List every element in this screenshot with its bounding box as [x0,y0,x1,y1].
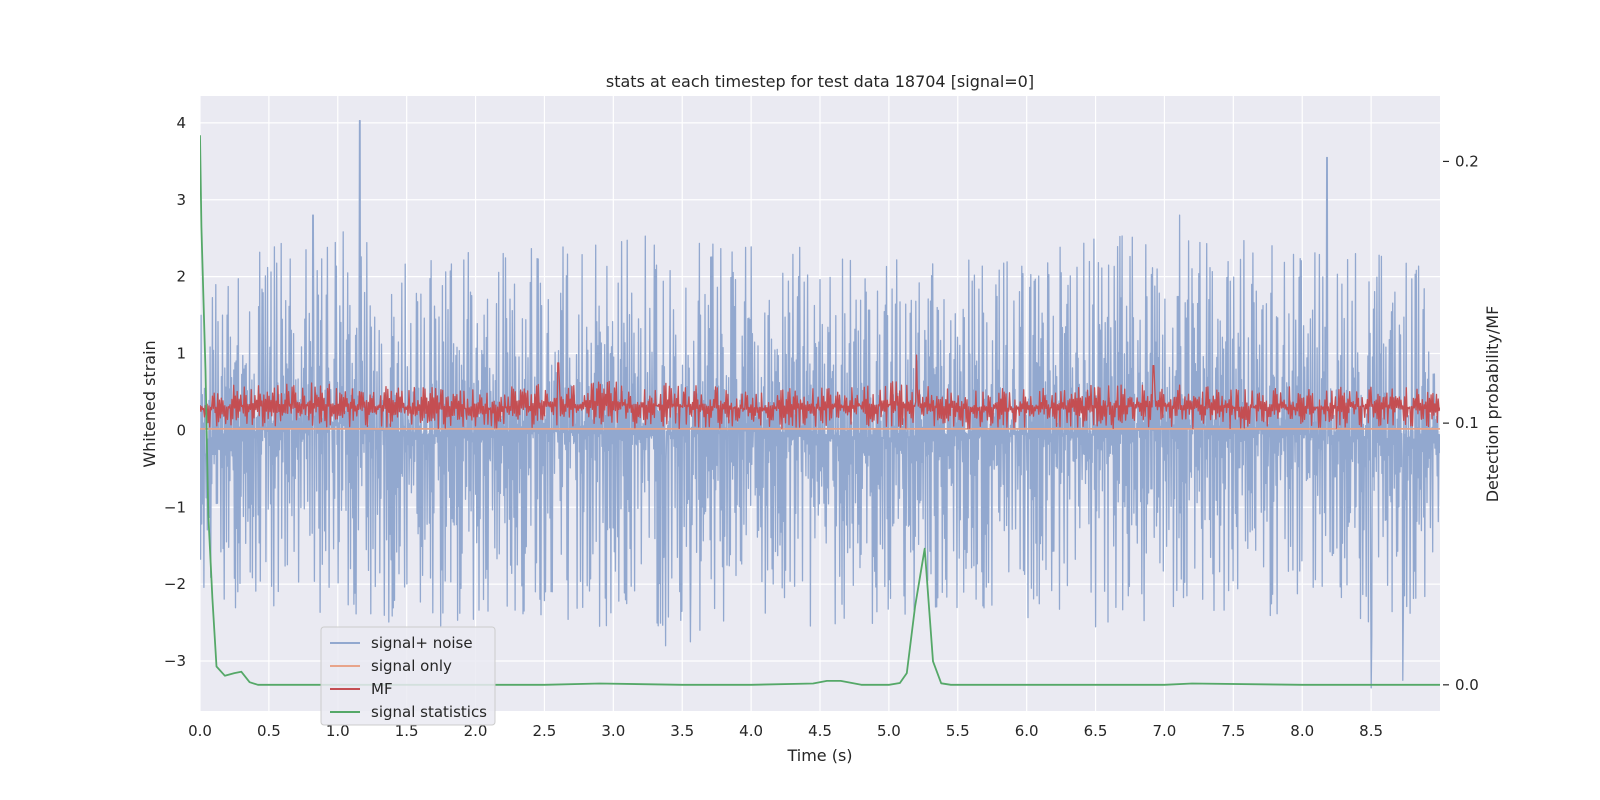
legend-label-signal-statistics: signal statistics [371,703,487,721]
x-tick-label: 7.0 [1153,722,1177,740]
y-tick-label: 1 [176,345,186,363]
y-tick-label: 0 [176,421,186,439]
chart-title: stats at each timestep for test data 187… [606,72,1034,91]
legend-box [320,626,496,726]
x-tick-label: 1.0 [326,722,350,740]
y-axis-label: Whitened strain [140,340,159,467]
y-tick-label: −1 [164,498,186,516]
y-tick-label: −3 [164,652,186,670]
x-axis-label: Time (s) [786,746,852,765]
x-tick-label: 6.5 [1084,722,1108,740]
y2-tick-label: 0.0 [1455,676,1479,694]
x-tick-label: 5.5 [946,722,970,740]
series-line-signal-statistics [200,135,1440,686]
y-tick-label: 3 [176,191,186,209]
x-tick-label: 3.0 [601,722,625,740]
x-tick-label: 4.5 [808,722,832,740]
legend-items: signal+ noise signal only MF signal statist… [330,634,487,721]
x-tick-label: 5.0 [877,722,901,740]
tick-layer: 0.0 0.5 1.0 1.5 2.0 2.5 3.0 3.5 4.0 4.5 5.0 5.5 6.0 6… [164,114,1479,740]
series-layer [200,119,1440,689]
y2-tick-label: 0.2 [1455,152,1479,170]
legend-label-mf: MF [371,680,393,698]
y-tick-label: 2 [176,268,186,286]
x-tick-label: 1.5 [395,722,419,740]
series-line-mf [200,354,1440,429]
x-tick-label: 3.5 [670,722,694,740]
y-tick-label: −2 [164,575,186,593]
legend: signal+ noise signal only MF signal statist… [320,626,496,726]
x-tick-label: 6.0 [1015,722,1039,740]
x-tick-label: 4.0 [739,722,763,740]
legend-label-signal-only: signal only [371,657,452,675]
x-tick-label: 0.0 [188,722,212,740]
x-tick-label: 7.5 [1221,722,1245,740]
x-tick-label: 2.0 [464,722,488,740]
y2-tick-label: 0.1 [1455,414,1479,432]
y-tick-label: 4 [176,114,186,132]
x-tick-label: 2.5 [533,722,557,740]
x-tick-label: 8.5 [1359,722,1383,740]
legend-label-signal-noise: signal+ noise [371,634,473,652]
series-line-signal-noise [200,119,1440,689]
x-tick-label: 0.5 [257,722,281,740]
x-tick-label: 8.0 [1290,722,1314,740]
y2-axis-label: Detection probability/MF [1483,306,1502,503]
